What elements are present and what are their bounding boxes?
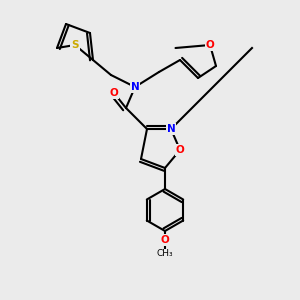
Text: O: O [110, 88, 118, 98]
Text: O: O [160, 235, 169, 245]
Text: S: S [71, 40, 79, 50]
Text: CH₃: CH₃ [157, 249, 173, 258]
Text: N: N [130, 82, 140, 92]
Text: O: O [206, 40, 214, 50]
Text: O: O [176, 145, 184, 155]
Text: N: N [167, 124, 176, 134]
